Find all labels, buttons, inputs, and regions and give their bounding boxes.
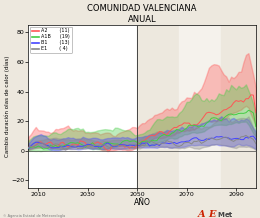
Bar [137,25,179,188]
Text: E: E [208,210,215,218]
Bar [221,25,260,188]
Legend: A2        (11), A1B      (19), B1        (13), E1        ( 4): A2 (11), A1B (19), B1 (13), E1 ( 4) [30,27,72,53]
Text: et: et [225,212,233,218]
Text: © Agencia Estatal de Meteorología: © Agencia Estatal de Meteorología [3,214,65,218]
Bar [179,25,221,188]
X-axis label: AÑO: AÑO [134,198,151,207]
Y-axis label: Cambio duración olas de calor (días): Cambio duración olas de calor (días) [4,56,10,157]
Text: A: A [198,210,205,218]
Title: COMUNIDAD VALENCIANA
ANUAL: COMUNIDAD VALENCIANA ANUAL [87,4,197,24]
Text: M: M [217,212,224,218]
